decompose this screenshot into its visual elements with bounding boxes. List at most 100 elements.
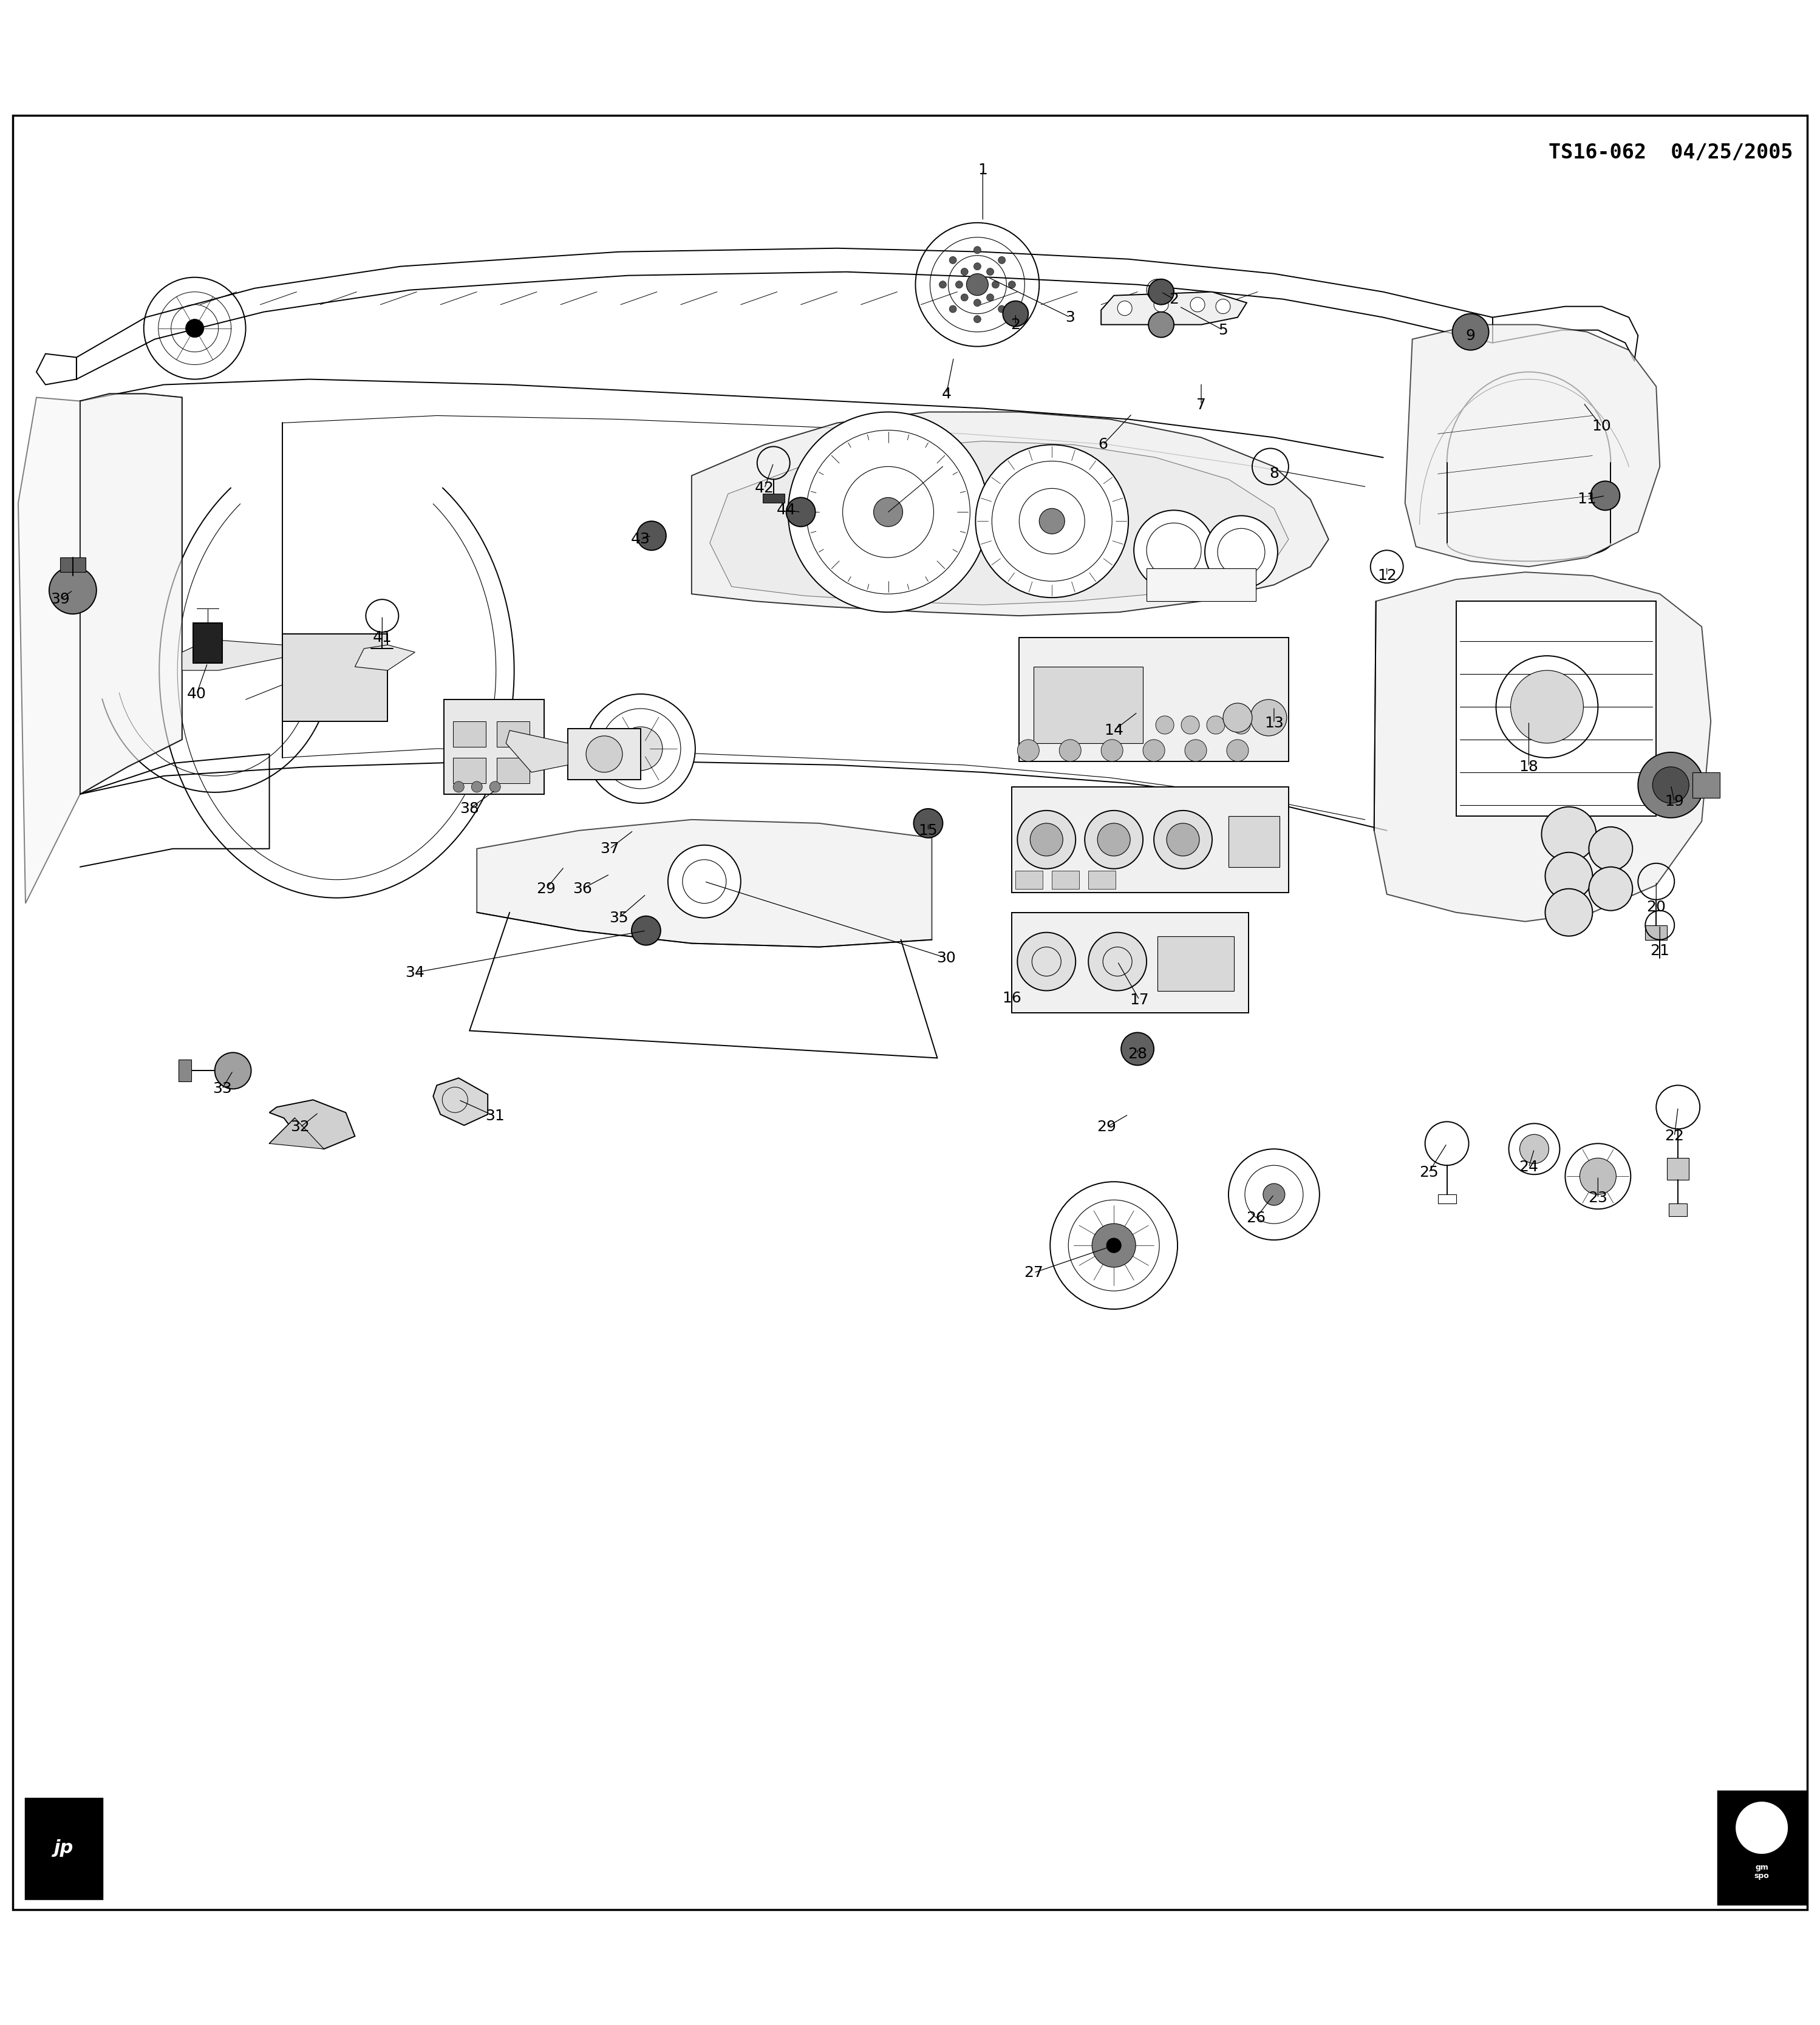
Text: 44: 44 (777, 502, 795, 518)
Circle shape (788, 411, 988, 612)
Circle shape (1228, 1148, 1319, 1239)
Text: 17: 17 (1130, 992, 1148, 1006)
Circle shape (1154, 298, 1168, 312)
Circle shape (997, 306, 1005, 312)
Polygon shape (506, 731, 568, 772)
Bar (1228, 816, 1279, 867)
Circle shape (637, 520, 666, 551)
Circle shape (955, 281, 963, 288)
Circle shape (1591, 482, 1620, 510)
Circle shape (1017, 739, 1039, 761)
Polygon shape (18, 397, 80, 903)
Circle shape (49, 567, 96, 614)
Polygon shape (710, 441, 1289, 605)
Circle shape (586, 695, 695, 804)
Circle shape (1167, 824, 1199, 857)
Text: 39: 39 (51, 591, 69, 608)
Polygon shape (1374, 573, 1711, 921)
Circle shape (1223, 703, 1252, 733)
Circle shape (1107, 1237, 1121, 1253)
Circle shape (490, 782, 500, 792)
Bar (1016, 871, 1043, 889)
Circle shape (1250, 699, 1287, 735)
Circle shape (1589, 826, 1633, 871)
Circle shape (974, 316, 981, 322)
Circle shape (1097, 824, 1130, 857)
Text: 31: 31 (486, 1110, 504, 1124)
Circle shape (619, 727, 662, 770)
Circle shape (471, 782, 482, 792)
Polygon shape (433, 1077, 488, 1126)
Bar (282, 634, 388, 721)
Text: 3: 3 (1065, 310, 1076, 324)
Circle shape (1148, 312, 1174, 338)
Circle shape (1181, 717, 1199, 735)
Circle shape (1736, 1802, 1787, 1853)
Bar (763, 494, 784, 502)
Text: 29: 29 (537, 881, 555, 895)
Bar (568, 729, 641, 780)
Text: 12: 12 (1378, 569, 1396, 583)
Circle shape (1232, 717, 1250, 735)
Text: TS16-062  04/25/2005: TS16-062 04/25/2005 (1549, 142, 1793, 162)
Circle shape (1542, 806, 1596, 861)
Circle shape (586, 735, 622, 772)
Bar (1158, 936, 1234, 990)
Circle shape (1653, 767, 1689, 804)
Circle shape (966, 273, 988, 296)
Text: 35: 35 (610, 911, 628, 925)
Text: 6: 6 (1097, 437, 1108, 452)
Circle shape (874, 498, 903, 527)
Text: 38: 38 (460, 802, 479, 816)
Circle shape (632, 915, 661, 946)
Text: 8: 8 (1269, 466, 1279, 482)
Text: 33: 33 (213, 1081, 231, 1096)
Circle shape (1134, 510, 1214, 591)
Bar (1034, 666, 1143, 743)
Bar (1456, 601, 1656, 816)
Circle shape (1580, 1158, 1616, 1195)
Bar (1645, 925, 1667, 940)
Circle shape (1039, 508, 1065, 535)
Polygon shape (1101, 292, 1247, 324)
Polygon shape (36, 354, 76, 385)
Text: 21: 21 (1651, 944, 1669, 958)
Circle shape (1452, 314, 1489, 350)
Circle shape (961, 267, 968, 275)
Circle shape (1148, 279, 1174, 304)
Circle shape (1121, 1033, 1154, 1065)
Text: 29: 29 (1097, 1120, 1116, 1134)
Bar (497, 721, 530, 747)
Bar (497, 757, 530, 784)
Circle shape (950, 306, 957, 312)
Text: 15: 15 (919, 824, 937, 838)
Polygon shape (269, 1118, 324, 1148)
Circle shape (1638, 751, 1704, 818)
Circle shape (1216, 300, 1230, 314)
Circle shape (1589, 867, 1633, 911)
Circle shape (1205, 516, 1278, 589)
Bar (1012, 913, 1249, 1013)
Circle shape (1030, 824, 1063, 857)
Text: 10: 10 (1592, 419, 1611, 433)
Polygon shape (1405, 324, 1660, 567)
Text: 14: 14 (1105, 723, 1123, 737)
Text: gm
spo: gm spo (1754, 1863, 1769, 1879)
Circle shape (1088, 932, 1147, 990)
Text: 30: 30 (937, 950, 955, 966)
Circle shape (1017, 810, 1076, 869)
Polygon shape (80, 393, 182, 794)
Text: 32: 32 (291, 1120, 309, 1134)
Text: 13: 13 (1265, 717, 1283, 731)
Text: 1: 1 (977, 162, 988, 178)
Bar (1438, 1195, 1456, 1203)
Circle shape (914, 808, 943, 838)
Text: 36: 36 (573, 881, 592, 895)
Text: 5: 5 (1218, 322, 1228, 338)
Circle shape (992, 281, 999, 288)
Circle shape (1085, 810, 1143, 869)
Text: 20: 20 (1647, 899, 1665, 913)
Circle shape (1511, 670, 1583, 743)
Text: 7: 7 (1196, 397, 1207, 411)
Text: 27: 27 (1025, 1266, 1043, 1280)
